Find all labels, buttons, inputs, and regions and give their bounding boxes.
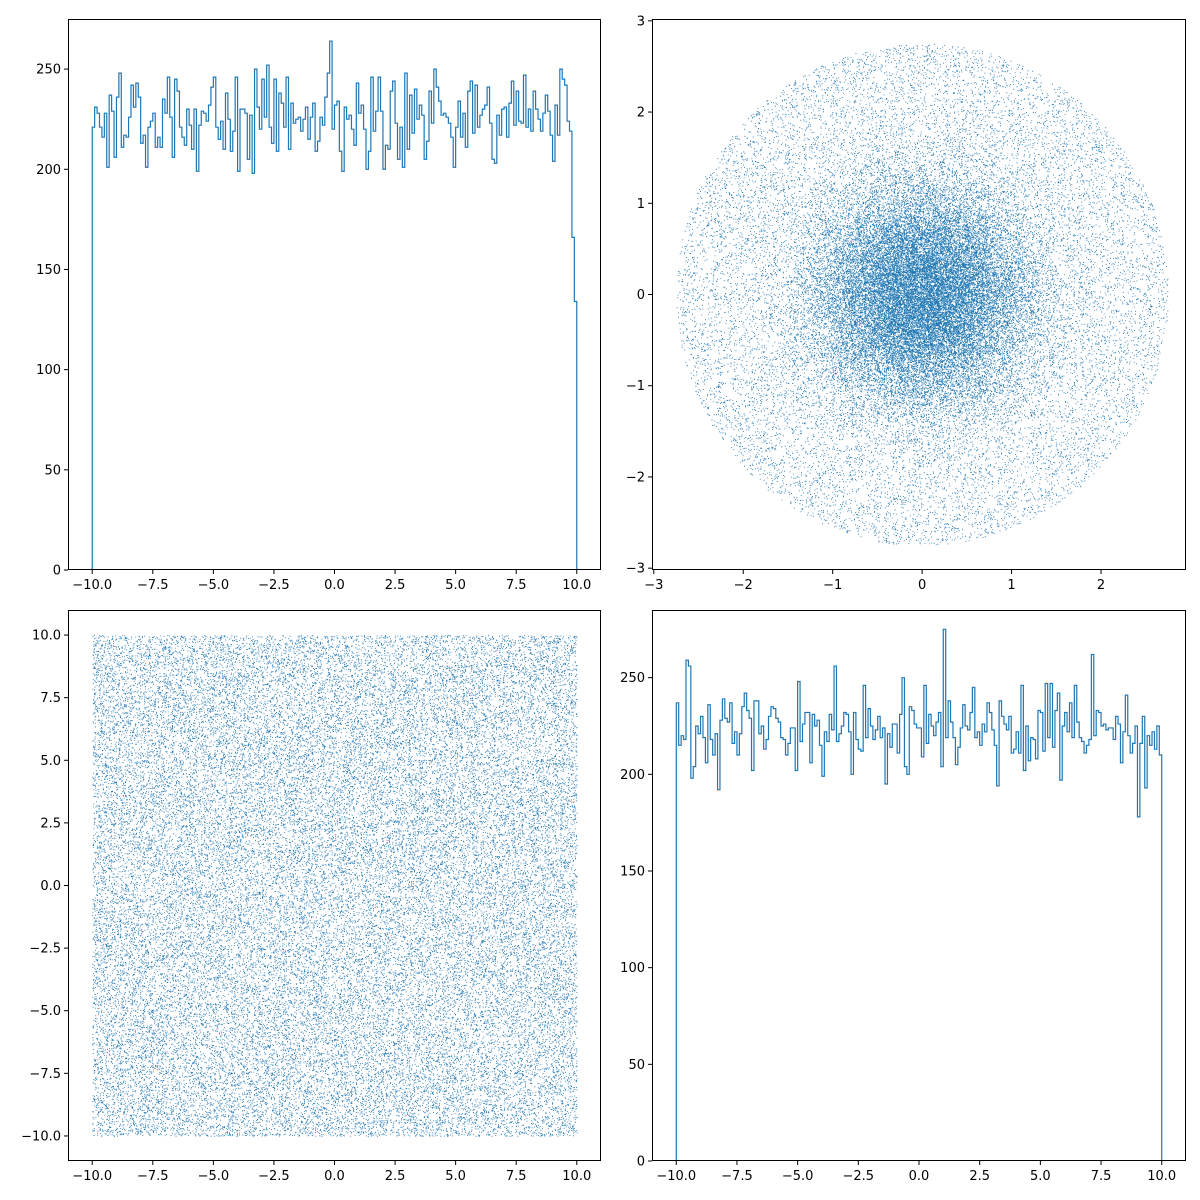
x-tick-label: 5.0 <box>445 578 466 593</box>
y-tick-label: 2 <box>637 106 645 121</box>
y-tick-label: −2.5 <box>29 942 61 957</box>
y-tick-label: 7.5 <box>40 691 61 706</box>
x-tick-label: −1 <box>823 578 842 593</box>
y-tick-label: 0 <box>637 288 645 303</box>
y-tick-label: 250 <box>620 671 645 686</box>
y-tick-label: 0 <box>637 1155 645 1170</box>
y-tick-label: 2.5 <box>40 816 61 831</box>
x-tick-label: 1 <box>1007 578 1015 593</box>
histogram-step-line <box>91 40 578 570</box>
x-tick-label: −10.0 <box>656 1169 696 1184</box>
y-tick-label: −1 <box>626 379 645 394</box>
y-tick-label: −3 <box>626 562 645 577</box>
x-tick-label: −2 <box>734 578 753 593</box>
x-tick-label: −10.0 <box>72 578 112 593</box>
x-tick-label: 5.0 <box>445 1169 466 1184</box>
x-tick-label: 10.0 <box>1147 1169 1176 1184</box>
y-tick-label: 150 <box>620 865 645 880</box>
y-tick-label: 100 <box>620 961 645 976</box>
y-tick-label: −10.0 <box>21 1129 61 1144</box>
x-tick-label: 7.5 <box>506 578 527 593</box>
x-tick-label: 0.0 <box>324 1169 345 1184</box>
scatter-panel-bottom-left: −10.0 −7.5 −5.0 −2.5 0.0 2.5 5.0 7.5 10.0 −10.0 −7… <box>21 610 601 1184</box>
x-tick-label: −5.0 <box>782 1169 814 1184</box>
y-tick-label: 200 <box>620 768 645 783</box>
axes-frame <box>68 19 601 570</box>
x-tick-label: −7.5 <box>721 1169 753 1184</box>
x-tick-label: 7.5 <box>1091 1169 1112 1184</box>
histogram-step-line <box>675 628 1163 1161</box>
y-tick-label: 10.0 <box>32 629 61 644</box>
x-tick-label: 0 <box>918 578 926 593</box>
x-tick-label: 2 <box>1097 578 1105 593</box>
y-tick-label: 5.0 <box>40 754 61 769</box>
x-tick-label: −7.5 <box>137 578 169 593</box>
axes-frame <box>68 610 601 1161</box>
y-tick-label: 3 <box>637 14 645 29</box>
x-tick-label: −7.5 <box>137 1169 169 1184</box>
x-tick-label: −2.5 <box>258 1169 290 1184</box>
x-tick-label: 0.0 <box>324 578 345 593</box>
x-tick-label: 10.0 <box>562 1169 591 1184</box>
axes-frame <box>652 19 1186 570</box>
axes-frame <box>652 610 1186 1161</box>
y-tick-label: 100 <box>36 363 61 378</box>
x-tick-label: −5.0 <box>198 578 230 593</box>
scatter-panel-top-right: −3 −2 −1 0 1 2 −3 −2 −1 0 1 2 3 <box>626 14 1186 593</box>
x-tick-label: −5.0 <box>198 1169 230 1184</box>
x-tick-label: 2.5 <box>385 578 406 593</box>
scatter-points <box>92 635 578 1137</box>
x-tick-label: 5.0 <box>1030 1169 1051 1184</box>
y-tick-label: 0.0 <box>40 879 61 894</box>
x-tick-label: −2.5 <box>258 578 290 593</box>
histogram-panel-bottom-right: −10.0 −7.5 −5.0 −2.5 0.0 2.5 5.0 7.5 10.0 0 50 100 1… <box>620 610 1186 1184</box>
y-tick-label: −2 <box>626 470 645 485</box>
y-tick-label: −7.5 <box>29 1067 61 1082</box>
x-tick-label: −3 <box>644 578 663 593</box>
y-tick-label: 0 <box>53 564 61 579</box>
x-tick-label: 2.5 <box>969 1169 990 1184</box>
x-tick-label: −10.0 <box>72 1169 112 1184</box>
x-tick-label: 2.5 <box>385 1169 406 1184</box>
y-tick-label: 200 <box>36 163 61 178</box>
y-tick-label: −5.0 <box>29 1004 61 1019</box>
x-tick-label: 10.0 <box>562 578 591 593</box>
y-tick-label: 1 <box>637 197 645 212</box>
y-tick-label: 50 <box>628 1058 645 1073</box>
x-tick-label: −2.5 <box>843 1169 875 1184</box>
x-tick-label: 0.0 <box>909 1169 930 1184</box>
x-tick-label: 7.5 <box>506 1169 527 1184</box>
y-tick-label: 250 <box>36 63 61 78</box>
y-tick-label: 50 <box>44 463 61 478</box>
histogram-panel-top-left: −10.0 −7.5 −5.0 −2.5 0.0 2.5 5.0 7.5 10.0 0 50 100 1… <box>36 19 601 593</box>
y-tick-label: 150 <box>36 263 61 278</box>
